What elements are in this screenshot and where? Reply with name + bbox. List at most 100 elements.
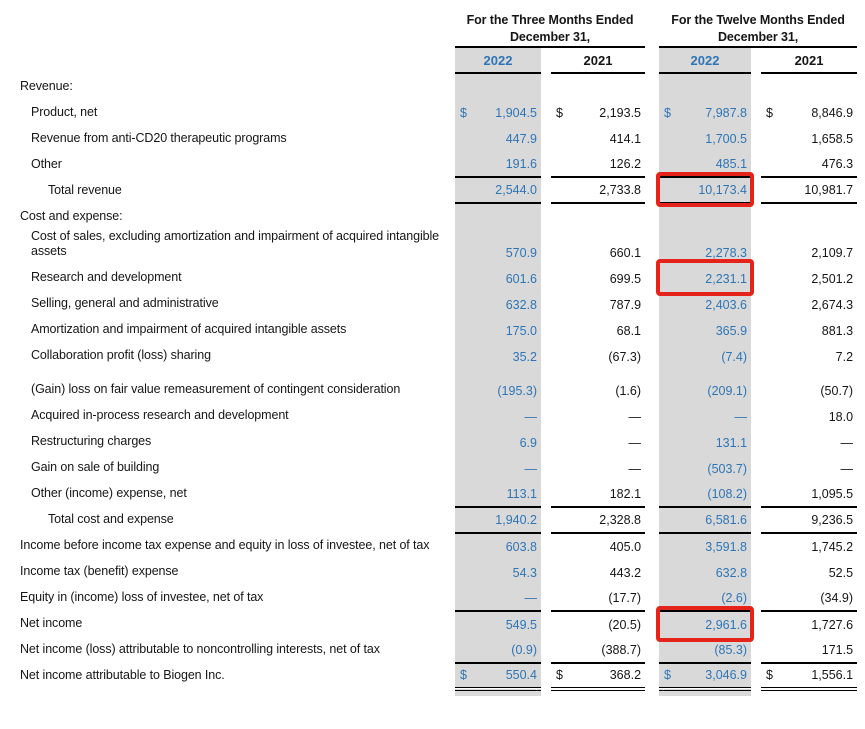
- column-gap: [541, 151, 551, 177]
- column-gap: [751, 369, 761, 403]
- table-header: For the Three Months Ended December 31, …: [0, 5, 865, 74]
- value-cell: 603.8: [455, 532, 541, 559]
- cell-value: (195.3): [497, 383, 537, 398]
- column-gap: [751, 663, 761, 689]
- column-gap: [751, 429, 761, 455]
- row-label: Product, net: [31, 104, 98, 119]
- row-label: Total cost and expense: [48, 512, 174, 527]
- cell-value: 447.9: [505, 132, 537, 146]
- table-row: (Gain) loss on fair value remeasurement …: [0, 368, 865, 403]
- column-gap: [751, 229, 761, 265]
- value-cell: —: [761, 429, 857, 455]
- table-row: Acquired in-process research and develop…: [0, 402, 865, 429]
- value-cell: $8,846.9: [761, 99, 857, 125]
- cell-value: —: [628, 435, 642, 450]
- value-cell: 1,700.5: [659, 125, 752, 151]
- value-cell: $7,987.8: [659, 99, 752, 125]
- cell-value: 660.1: [609, 245, 642, 260]
- table-footer: [0, 688, 865, 696]
- right-margin: [857, 637, 865, 663]
- cell-value: 8,846.9: [811, 106, 854, 120]
- group-gap: [645, 369, 659, 403]
- cell-value: 1,658.5: [811, 132, 854, 146]
- column-gap: [541, 369, 551, 403]
- column-gap: [541, 47, 551, 73]
- cell-value: (209.1): [707, 383, 748, 398]
- value-cell: 2,501.2: [761, 265, 857, 291]
- column-gap: [541, 559, 551, 585]
- cell-value: —: [524, 461, 538, 476]
- value-cell: —: [455, 454, 541, 481]
- cell-value: 2,733.8: [599, 183, 642, 197]
- year-header-row: 2022 2021 2022 2021: [0, 47, 865, 74]
- group-gap: [645, 47, 659, 73]
- group-gap: [645, 585, 659, 611]
- table-row: Selling, general and administrative 632.8…: [0, 290, 865, 317]
- value-cell: 549.5: [455, 610, 541, 637]
- cell-value: 405.0: [609, 539, 642, 554]
- year-header-2021-fy: 2021: [761, 47, 858, 74]
- value-cell: 1,095.5: [761, 480, 858, 508]
- table-row: Cost of sales, excluding amortization an…: [0, 229, 865, 265]
- footer-spacer: [551, 689, 645, 696]
- value-cell: [455, 203, 541, 229]
- value-cell: [659, 73, 752, 99]
- dollar-sign: $: [460, 667, 467, 682]
- value-cell: 2,544.0: [455, 176, 541, 204]
- value-cell: 68.1: [551, 317, 645, 343]
- right-margin: [857, 481, 865, 507]
- value-cell: 113.1: [455, 480, 541, 508]
- right-margin: [857, 265, 865, 291]
- value-cell: 1,727.6: [761, 611, 857, 637]
- table-row: Net income 549.5 (20.5) 2,961.6 1,727.6: [0, 605, 865, 642]
- table-row: Gain on sale of building — — (503.7) —: [0, 454, 865, 481]
- group-gap: [645, 507, 659, 533]
- cell-value: (34.9): [820, 590, 854, 605]
- column-gap: [751, 611, 761, 637]
- group-gap: [645, 481, 659, 507]
- cell-value: 2,278.3: [705, 245, 748, 260]
- cell-value: 3,046.9: [705, 667, 747, 682]
- cell-value: 171.5: [821, 642, 854, 657]
- value-cell: 18.0: [761, 403, 857, 429]
- row-label: Selling, general and administrative: [31, 296, 219, 311]
- footer-spacer: [541, 689, 551, 696]
- year-header-2021-q: 2021: [551, 47, 646, 74]
- value-cell: 191.6: [455, 151, 541, 177]
- column-gap: [751, 533, 761, 559]
- cell-value: 365.9: [715, 323, 748, 338]
- value-cell: 632.8: [455, 290, 541, 317]
- cell-value: 1,700.5: [705, 132, 748, 146]
- table-row: Cost and expense:: [0, 203, 865, 229]
- cell-value: 485.1: [715, 157, 748, 171]
- cell-value: 2,231.1: [705, 271, 748, 286]
- value-cell: 443.2: [551, 559, 645, 585]
- right-margin: [857, 559, 865, 585]
- table-row: Net income attributable to Biogen Inc. $5…: [0, 662, 865, 691]
- footer-spacer: [645, 689, 659, 696]
- value-cell: 6.9: [455, 428, 541, 455]
- cell-value: 1,095.5: [811, 486, 854, 501]
- value-cell: 601.6: [455, 264, 541, 291]
- column-gap: [541, 481, 551, 507]
- column-gap: [751, 343, 761, 369]
- cell-value: 549.5: [505, 617, 537, 632]
- table-row: Revenue from anti-CD20 therapeutic progr…: [0, 125, 865, 151]
- cell-value: 9,236.5: [811, 512, 854, 527]
- column-gap: [541, 343, 551, 369]
- cell-value: 113.1: [506, 486, 537, 501]
- footer-spacer: [0, 689, 455, 696]
- right-margin: [857, 73, 865, 99]
- row-label: Collaboration profit (loss) sharing: [31, 348, 211, 363]
- group-header-twelve-months: For the Twelve Months Ended December 31,: [659, 5, 858, 48]
- cell-value: (67.3): [608, 349, 642, 364]
- group-gap: [645, 611, 659, 637]
- cell-value: 2,403.6: [705, 297, 748, 312]
- value-cell: [761, 73, 857, 99]
- cell-value: 1,556.1: [811, 667, 854, 682]
- value-cell: (85.3): [659, 636, 752, 664]
- cell-value: (20.5): [608, 617, 642, 632]
- value-cell: 632.8: [659, 558, 752, 585]
- right-margin: [857, 203, 865, 229]
- cell-value: (17.7): [608, 590, 642, 605]
